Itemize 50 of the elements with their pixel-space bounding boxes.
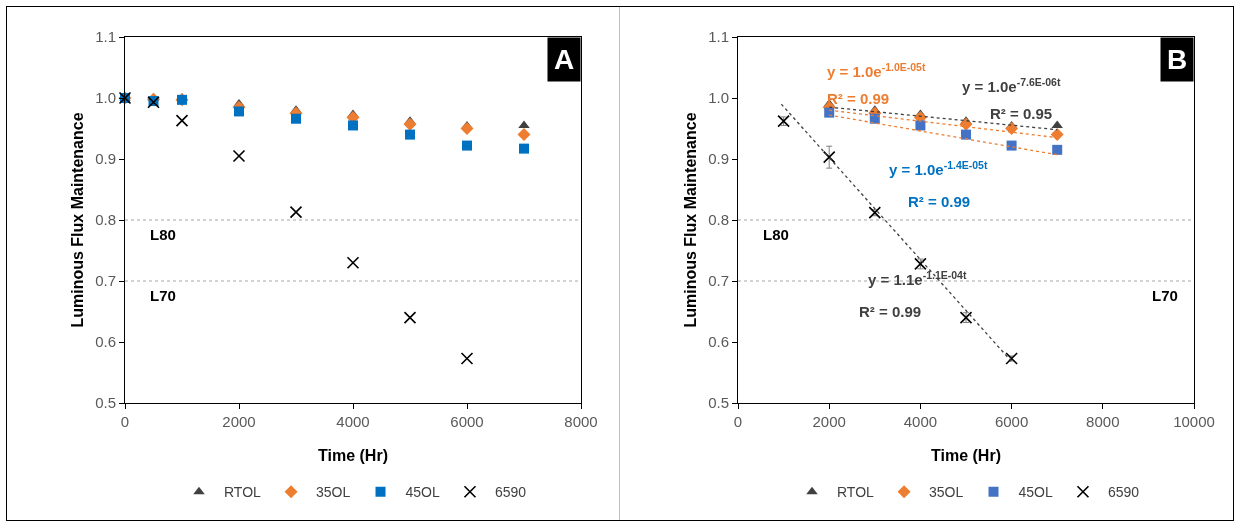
x-axis-title: Time (Hr) — [318, 447, 388, 464]
y-axis-title: Luminous Flux Maintenance — [682, 112, 699, 328]
x-tick-label: 0 — [120, 413, 130, 430]
x-tick-label: 8000 — [564, 413, 598, 430]
annotation: R² = 0.95 — [990, 105, 1053, 122]
x-tick-label: 4000 — [903, 413, 938, 430]
x-tick-label: 2000 — [222, 413, 256, 430]
ref-line-label: L80 — [763, 226, 789, 243]
annotation: y = 1.0e$^{-1.0E-05t}$ — [827, 61, 926, 81]
legend-label: 35OL — [929, 484, 964, 501]
y-tick-label: 0.9 — [708, 150, 729, 168]
ref-line-label: L80 — [150, 226, 176, 243]
legend-label: 35OL — [316, 484, 351, 501]
x-tick-label: 6000 — [994, 413, 1029, 430]
annotation: y = 1.1e$^{-1.1E-04t}$ — [868, 269, 967, 289]
y-tick-label: 1.0 — [708, 89, 729, 107]
y-tick-label: 0.7 — [95, 272, 116, 290]
legend-label: 6590 — [1107, 484, 1140, 501]
y-tick-label: 1.1 — [708, 28, 729, 46]
annotation: y = 1.0e$^{-1.4E-05t}$ — [889, 159, 988, 179]
annotation: R² = 0.99 — [859, 303, 922, 320]
y-tick-label: 0.8 — [95, 211, 116, 229]
ref-line-label: L70 — [150, 287, 176, 304]
legend-label: 45OL — [1018, 484, 1053, 501]
y-tick-label: 1.0 — [95, 89, 116, 107]
annotation: R² = 0.99 — [908, 193, 971, 210]
x-tick-label: 6000 — [450, 413, 484, 430]
y-tick-label: 0.9 — [95, 150, 116, 168]
x-tick-label: 2000 — [812, 413, 846, 430]
y-tick-label: 0.7 — [708, 272, 729, 290]
y-tick-label: 0.6 — [95, 333, 116, 351]
legend-label: RTOL — [224, 484, 262, 501]
legend-label: 6590 — [494, 484, 527, 501]
y-axis-title: Luminous Flux Maintenance — [69, 112, 86, 328]
x-tick-label: 4000 — [336, 413, 370, 430]
x-tick-label: 0 — [733, 413, 743, 430]
x-axis-title: Time (Hr) — [931, 447, 1001, 464]
ref-line-label: L70 — [1152, 287, 1178, 304]
y-tick-label: 0.6 — [708, 333, 729, 351]
chart-title: A — [554, 44, 575, 75]
y-tick-label: 0.8 — [708, 211, 729, 229]
chart-title: B — [1167, 44, 1188, 75]
legend-label: 45OL — [405, 484, 440, 501]
x-tick-label: 10000 — [1173, 413, 1215, 430]
y-tick-label: 0.5 — [708, 394, 729, 412]
annotation: y = 1.0e$^{-7.6E-06t}$ — [962, 76, 1061, 96]
legend-label: RTOL — [837, 484, 875, 501]
x-tick-label: 8000 — [1086, 413, 1120, 430]
y-tick-label: 0.5 — [95, 394, 116, 412]
y-tick-label: 1.1 — [95, 28, 116, 46]
